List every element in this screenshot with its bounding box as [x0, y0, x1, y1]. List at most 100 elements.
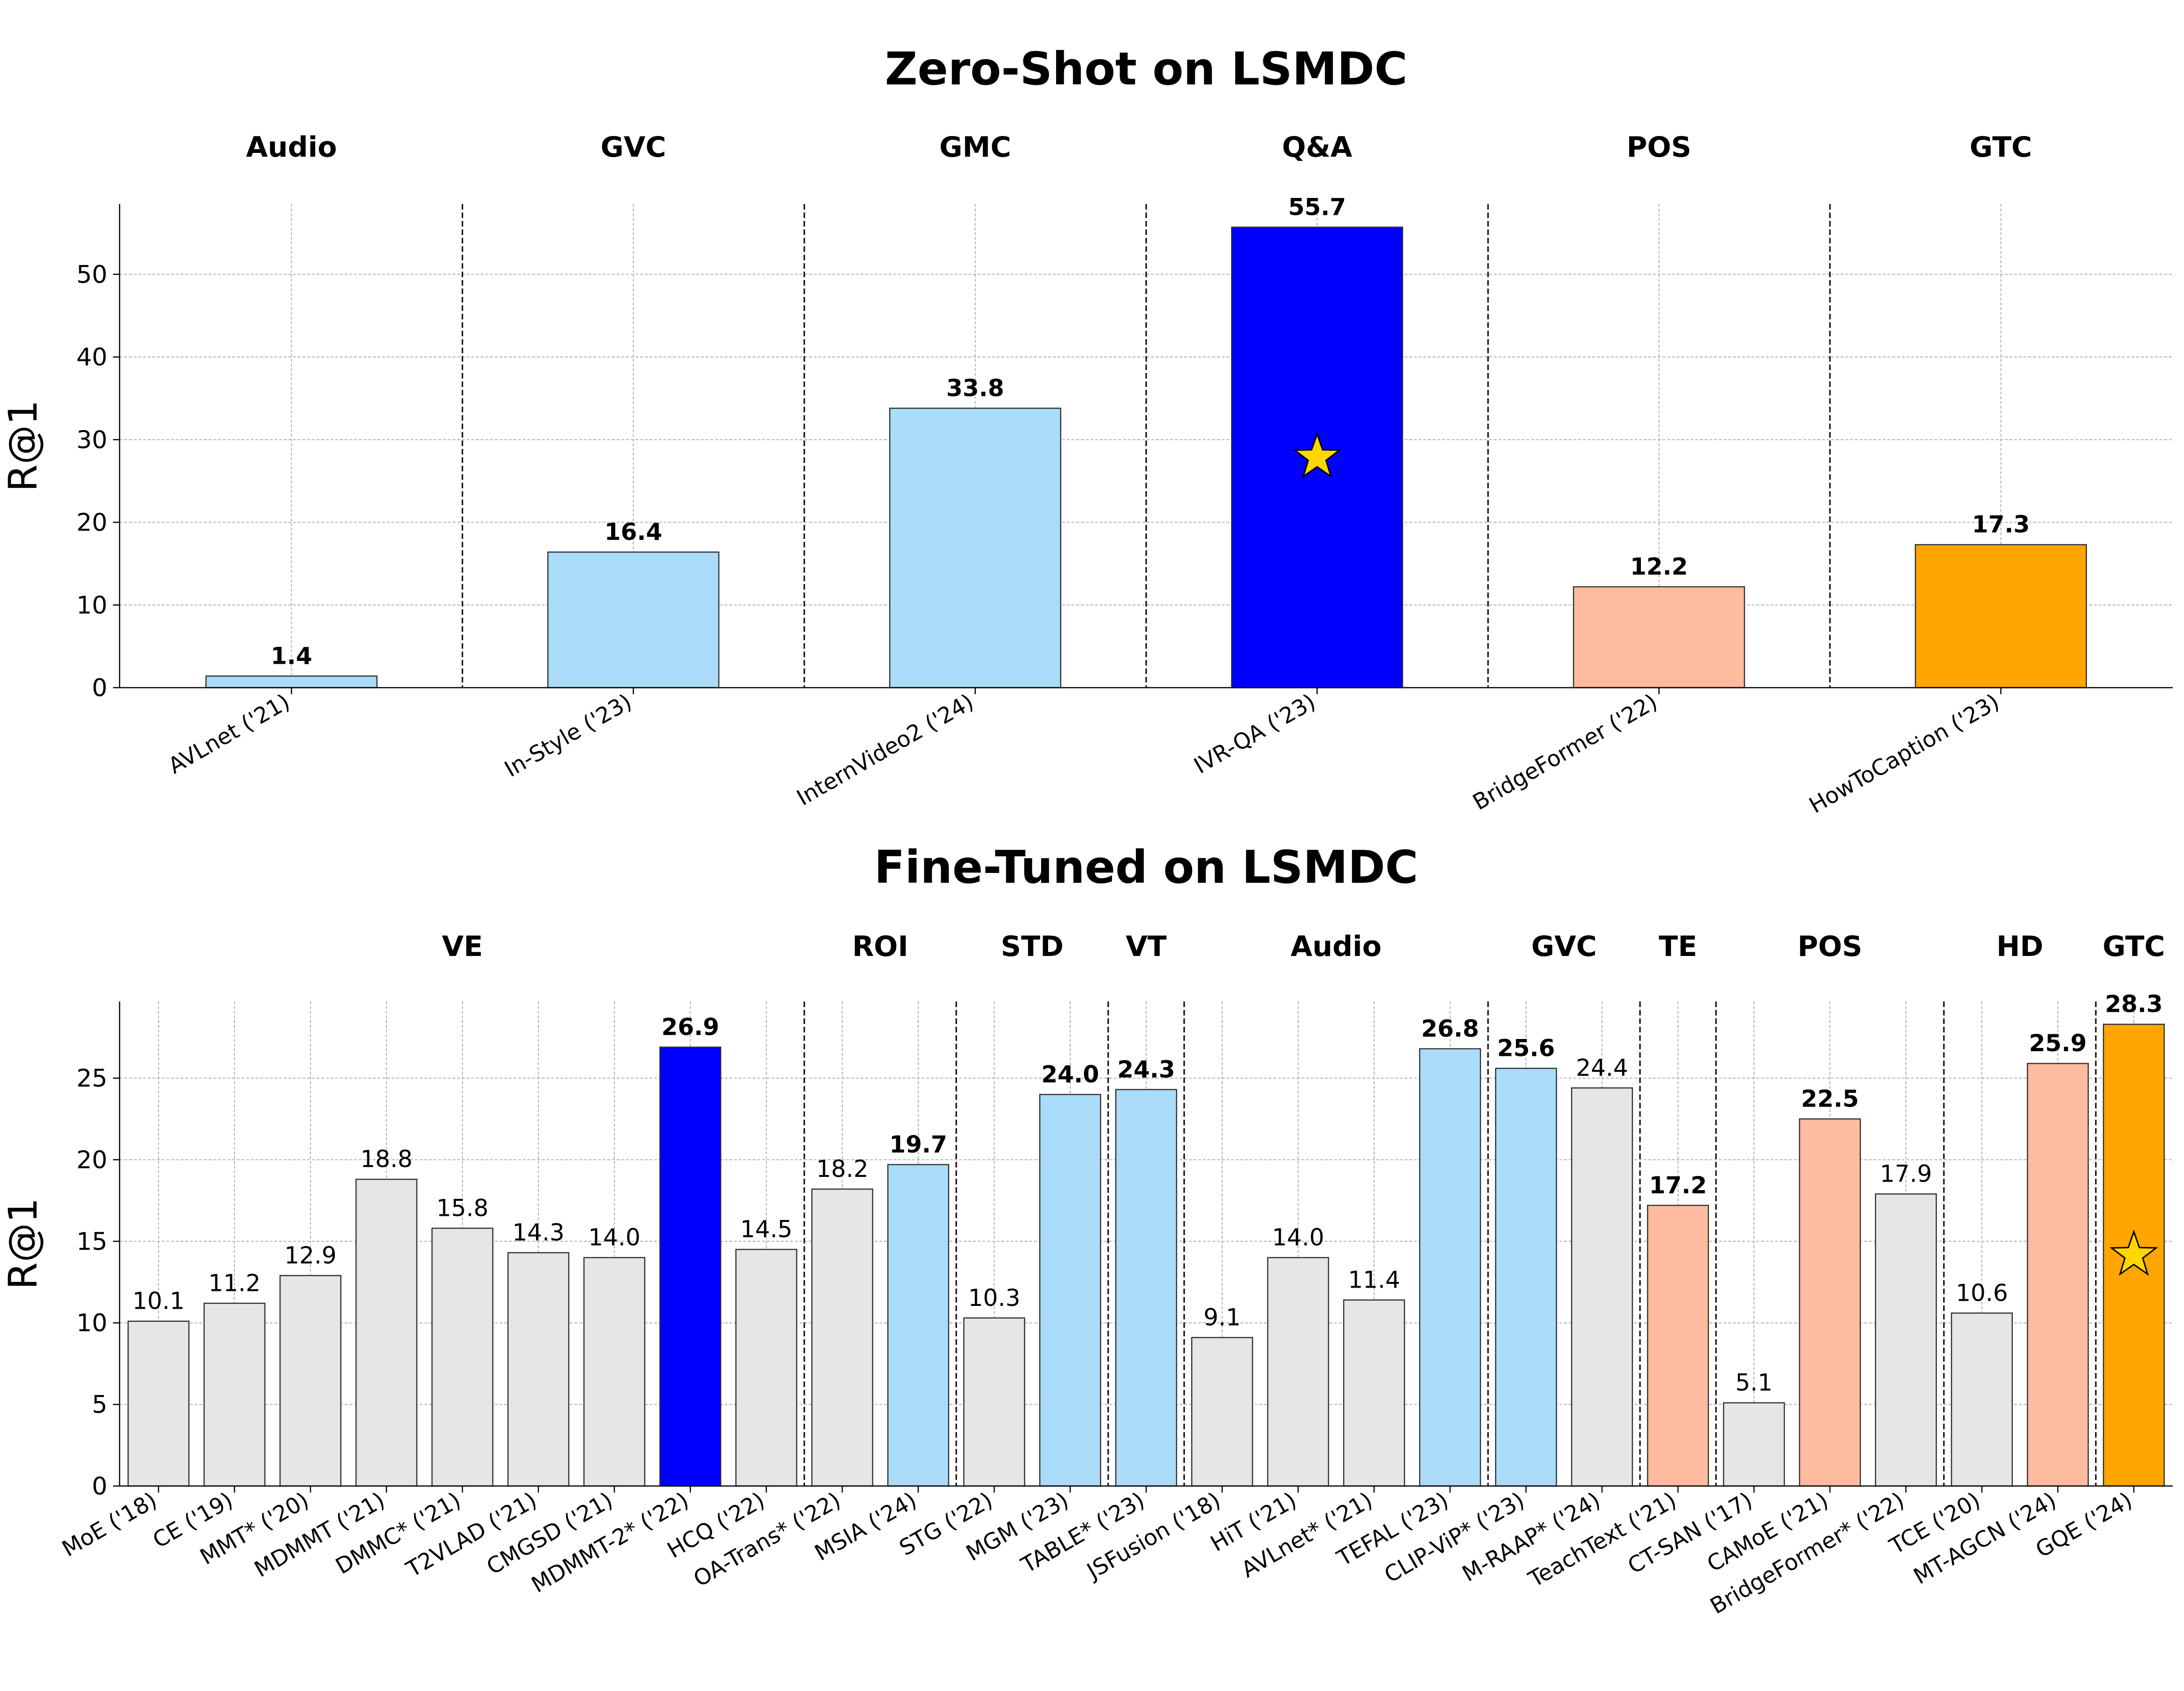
bar	[1874, 1193, 1937, 1487]
bar	[1915, 544, 2087, 689]
bar-value-label: 18.2	[816, 1155, 868, 1183]
group-label: VE	[442, 930, 483, 963]
bar-value-label: 5.1	[1735, 1369, 1773, 1396]
bar-value-label: 14.5	[740, 1216, 792, 1243]
bar	[2026, 1062, 2089, 1487]
bar	[507, 1252, 570, 1487]
group-label: GVC	[601, 131, 666, 164]
group-label: Q&A	[1282, 131, 1353, 164]
bar-value-label: 19.7	[889, 1131, 947, 1158]
bar-value-label: 14.3	[512, 1219, 564, 1246]
bar-value-label: 10.6	[1956, 1279, 2008, 1306]
y-tick-label: 20	[76, 509, 107, 537]
bar	[547, 551, 719, 689]
bar	[205, 675, 378, 689]
bar	[889, 408, 1061, 689]
bar-value-label: 22.5	[1801, 1085, 1859, 1112]
bar	[735, 1249, 798, 1487]
bar-value-label: 15.8	[436, 1194, 488, 1221]
chart-title: Zero-Shot on LSMDC	[885, 43, 1407, 95]
highlight-star-icon	[2109, 1229, 2158, 1276]
bar-value-label: 12.9	[284, 1242, 336, 1269]
bar	[1267, 1257, 1330, 1487]
bar	[659, 1046, 722, 1487]
bar-value-label: 14.0	[588, 1224, 640, 1251]
group-label: GTC	[2102, 930, 2165, 963]
group-label: GMC	[939, 131, 1011, 164]
group-label: Audio	[1291, 930, 1382, 963]
bar	[887, 1164, 950, 1487]
bar-value-label: 12.2	[1630, 553, 1688, 580]
group-label: TE	[1659, 930, 1697, 963]
y-tick-label: 20	[76, 1146, 107, 1174]
bar	[1647, 1205, 1709, 1487]
bar-value-label: 10.3	[968, 1284, 1020, 1312]
group-label: GVC	[1531, 930, 1597, 963]
bar	[1039, 1094, 1102, 1487]
group-label: Audio	[246, 131, 337, 164]
bar-value-label: 17.3	[1972, 511, 2030, 538]
group-label: STD	[1001, 930, 1064, 963]
bar	[1191, 1337, 1254, 1487]
bar	[583, 1257, 646, 1487]
y-axis-label: R@1	[0, 400, 46, 492]
bar-value-label: 10.1	[132, 1288, 184, 1315]
bar-value-label: 33.8	[946, 374, 1004, 402]
bar-value-label: 28.3	[2105, 991, 2162, 1018]
highlight-star-icon	[1292, 432, 1342, 478]
bar	[203, 1303, 266, 1487]
bar	[355, 1178, 418, 1487]
bar-value-label: 17.2	[1649, 1172, 1707, 1199]
bar-value-label: 11.4	[1348, 1266, 1400, 1293]
y-tick-label: 25	[76, 1064, 107, 1092]
bar	[127, 1320, 190, 1487]
bar-value-label: 24.0	[1041, 1061, 1099, 1088]
bar-value-label: 14.0	[1272, 1224, 1324, 1251]
bar	[1495, 1068, 1557, 1487]
group-label: POS	[1798, 930, 1862, 963]
bar-value-label: 16.4	[605, 518, 662, 546]
bar-value-label: 55.7	[1288, 193, 1346, 220]
chart-title: Fine-Tuned on LSMDC	[874, 841, 1418, 894]
bar	[811, 1188, 874, 1487]
y-tick-label: 5	[92, 1391, 107, 1419]
bar-value-label: 26.9	[661, 1013, 719, 1040]
y-tick-label: 15	[76, 1228, 107, 1256]
bar	[1343, 1299, 1406, 1487]
bar	[1723, 1402, 1785, 1487]
bar-value-label: 24.3	[1117, 1056, 1175, 1083]
bar	[1573, 586, 1745, 689]
bar	[963, 1317, 1026, 1487]
bar-value-label: 9.1	[1203, 1304, 1241, 1331]
group-label: POS	[1626, 131, 1691, 164]
y-tick-label: 50	[76, 261, 107, 289]
bar	[279, 1275, 342, 1487]
y-tick-label: 10	[76, 591, 107, 620]
bar	[1950, 1312, 2013, 1487]
y-tick-label: 0	[92, 1472, 107, 1501]
bar-value-label: 25.6	[1497, 1035, 1555, 1062]
bar-value-label: 18.8	[360, 1145, 412, 1173]
bar-value-label: 24.4	[1576, 1054, 1628, 1081]
y-tick-label: 40	[76, 343, 107, 372]
group-label: GTC	[1970, 131, 2032, 164]
bar	[1115, 1089, 1178, 1487]
bar-value-label: 25.9	[2029, 1030, 2086, 1057]
bar-value-label: 11.2	[208, 1269, 260, 1297]
y-tick-label: 30	[76, 426, 107, 454]
y-tick-label: 0	[92, 674, 107, 702]
group-label: HD	[1996, 930, 2043, 963]
bar	[431, 1228, 494, 1487]
bar	[1571, 1087, 1633, 1487]
bar-value-label: 26.8	[1421, 1015, 1479, 1042]
y-tick-label: 10	[76, 1309, 107, 1337]
bar	[1419, 1048, 1481, 1487]
bar-value-label: 17.9	[1880, 1160, 1932, 1187]
group-label: ROI	[852, 930, 908, 963]
y-axis-label: R@1	[0, 1198, 46, 1290]
bar-value-label: 1.4	[271, 642, 312, 669]
group-label: VT	[1126, 930, 1166, 963]
bar	[1799, 1118, 1861, 1487]
